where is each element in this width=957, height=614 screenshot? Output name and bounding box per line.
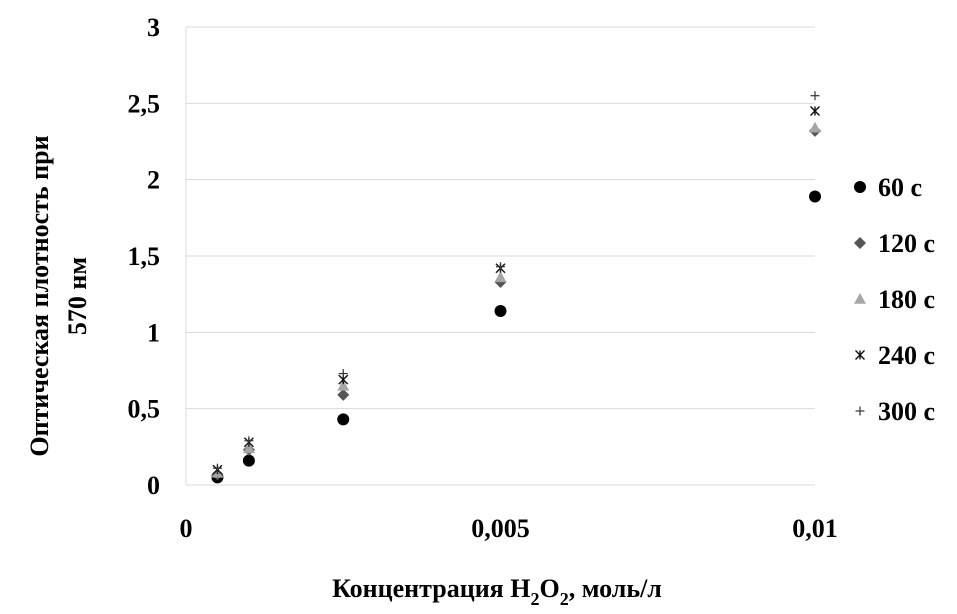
point-s4-1 [244,436,254,446]
series-1 [211,124,821,481]
legend-marker-2 [854,293,866,304]
point-s2-3 [494,271,507,283]
x-axis-label-mid: O [539,574,559,603]
y-tick-label-5: 2,5 [128,89,161,118]
point-s4-4 [810,91,820,101]
y-tick-label-1: 0,5 [128,395,161,424]
series-2 [211,121,821,478]
point-s0-1 [242,454,255,467]
y-tick-label-6: 3 [147,13,160,42]
y-axis-label-line2: 570 нм [63,257,92,335]
legend-item-0: 60 с [854,173,922,202]
legend-label-0: 60 с [878,173,922,202]
point-s2-1 [242,442,255,454]
y-tick-label-0: 0 [147,471,160,500]
legend-item-3: 240 с [855,341,935,370]
legend-marker-1 [854,237,866,249]
x-tick-label-1: 0,005 [471,514,530,543]
legend-marker-4 [855,406,865,416]
point-s1-2 [337,388,350,401]
x-tick-label-2: 0,01 [792,514,838,543]
legend-label-1: 120 с [878,229,935,258]
axes [185,27,815,486]
y-tick-label-4: 2 [147,166,160,195]
legend-item-4: 300 с [855,397,935,426]
point-s2-2 [337,379,350,391]
legend-label-3: 240 с [878,341,935,370]
point-s0-4 [809,190,821,203]
gridlines [186,26,815,410]
x-tick-labels: 0 0,005 0,01 [180,514,838,543]
legend-marker-3 [855,350,865,360]
point-s4-3 [496,262,505,272]
y-tick-labels: 0 0,5 1 1,5 2 2,5 3 [128,13,161,500]
series-4 [212,91,820,473]
legend-item-2: 180 с [854,285,935,314]
point-s4-2 [338,369,348,379]
x-axis-label-sub1: 2 [530,589,539,609]
point-s2-4 [809,121,821,133]
legend-item-1: 120 с [854,229,935,258]
point-s0-3 [494,304,507,317]
x-axis-label-main: Концентрация H [332,574,530,603]
y-tick-label-3: 1,5 [128,242,161,271]
series-3 [212,105,820,475]
x-axis-label-sub2: 2 [560,589,569,609]
point-s3-4 [810,105,820,116]
legend-label-2: 180 с [878,285,935,314]
legend-marker-0 [854,181,866,193]
x-axis-label-tail: , моль/л [569,574,662,603]
data-points [211,91,821,484]
point-s0-2 [337,413,350,426]
y-tick-label-2: 1 [147,318,160,347]
legend-label-4: 300 с [878,397,935,426]
y-axis-label-line1: Оптическая плотность при [25,135,54,456]
legend: 60 с 120 с 180 с 240 с 300 с [854,173,935,426]
x-axis-label: Концентрация H2O2, моль/л [332,574,662,609]
point-s4-0 [212,463,222,473]
x-tick-label-0: 0 [180,514,193,543]
series-0 [211,190,821,484]
